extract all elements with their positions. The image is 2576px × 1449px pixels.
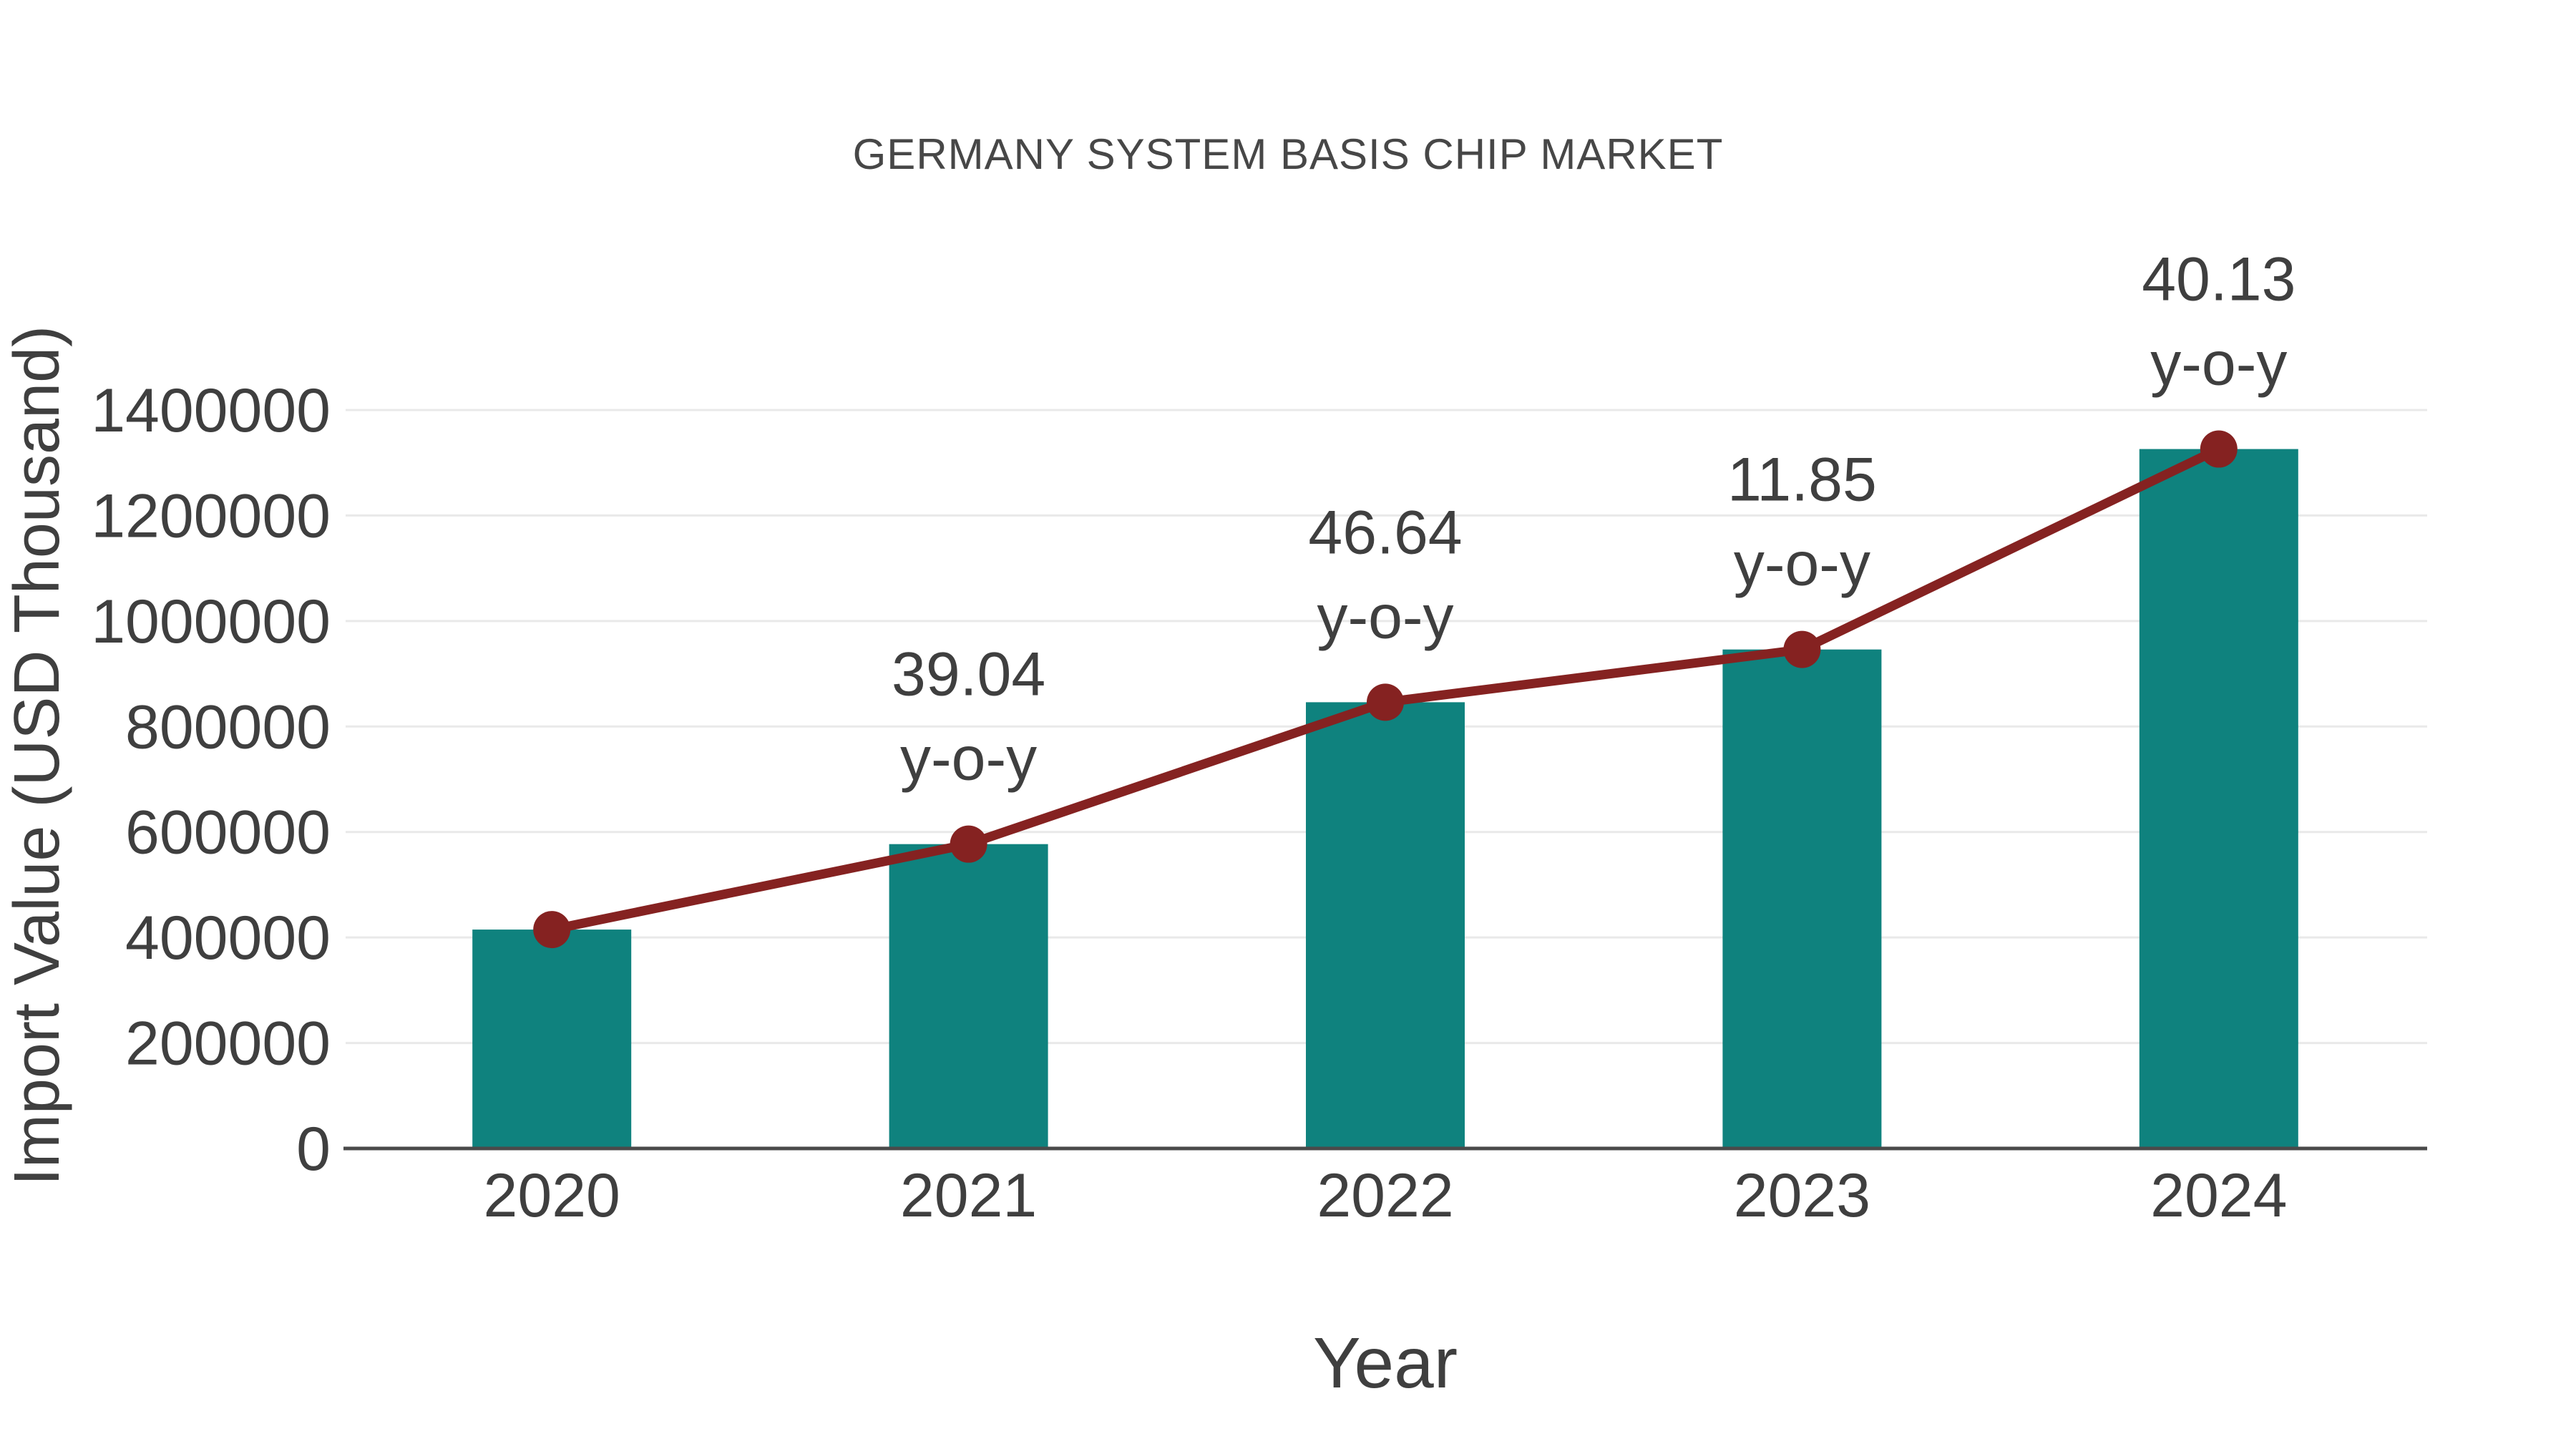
y-tick-label: 1200000: [91, 482, 331, 550]
yoy-annotation-suffix: y-o-y: [900, 725, 1037, 794]
x-tick-label: 2024: [2150, 1161, 2287, 1230]
yoy-marker-2021: [950, 825, 987, 863]
yoy-marker-2020: [533, 911, 571, 949]
y-tick-label: 0: [296, 1115, 331, 1184]
yoy-annotation-value: 40.13: [2142, 245, 2296, 314]
x-axis-title: Year: [1312, 1323, 1458, 1403]
yoy-annotation-suffix: y-o-y: [1317, 582, 1453, 651]
yoy-marker-2022: [1367, 683, 1404, 721]
y-tick-label: 1000000: [91, 587, 331, 656]
bar-2022: [1306, 702, 1465, 1148]
x-tick-label: 2021: [900, 1161, 1037, 1230]
x-tick-label: 2023: [1734, 1161, 1870, 1230]
y-tick-label: 400000: [125, 904, 331, 972]
yoy-annotation-suffix: y-o-y: [1734, 530, 1870, 599]
yoy-annotation-value: 11.85: [1727, 446, 1877, 514]
y-tick-label: 200000: [125, 1010, 331, 1078]
yoy-marker-2023: [1783, 630, 1821, 668]
bar-2020: [472, 930, 632, 1148]
yoy-annotation-suffix: y-o-y: [2150, 330, 2287, 399]
chart-title: GERMANY SYSTEM BASIS CHIP MARKET: [852, 130, 1724, 178]
x-tick-label: 2022: [1317, 1161, 1453, 1230]
y-tick-label: 1400000: [91, 376, 331, 445]
yoy-marker-2024: [2200, 430, 2238, 468]
bar-2023: [1722, 649, 1882, 1148]
yoy-annotation-value: 39.04: [892, 640, 1045, 709]
yoy-annotation-value: 46.64: [1308, 498, 1462, 567]
y-tick-label: 600000: [125, 799, 331, 867]
bar-2021: [889, 844, 1048, 1148]
bar-2024: [2139, 449, 2298, 1148]
x-tick-label: 2020: [484, 1161, 620, 1230]
y-tick-label: 800000: [125, 693, 331, 761]
